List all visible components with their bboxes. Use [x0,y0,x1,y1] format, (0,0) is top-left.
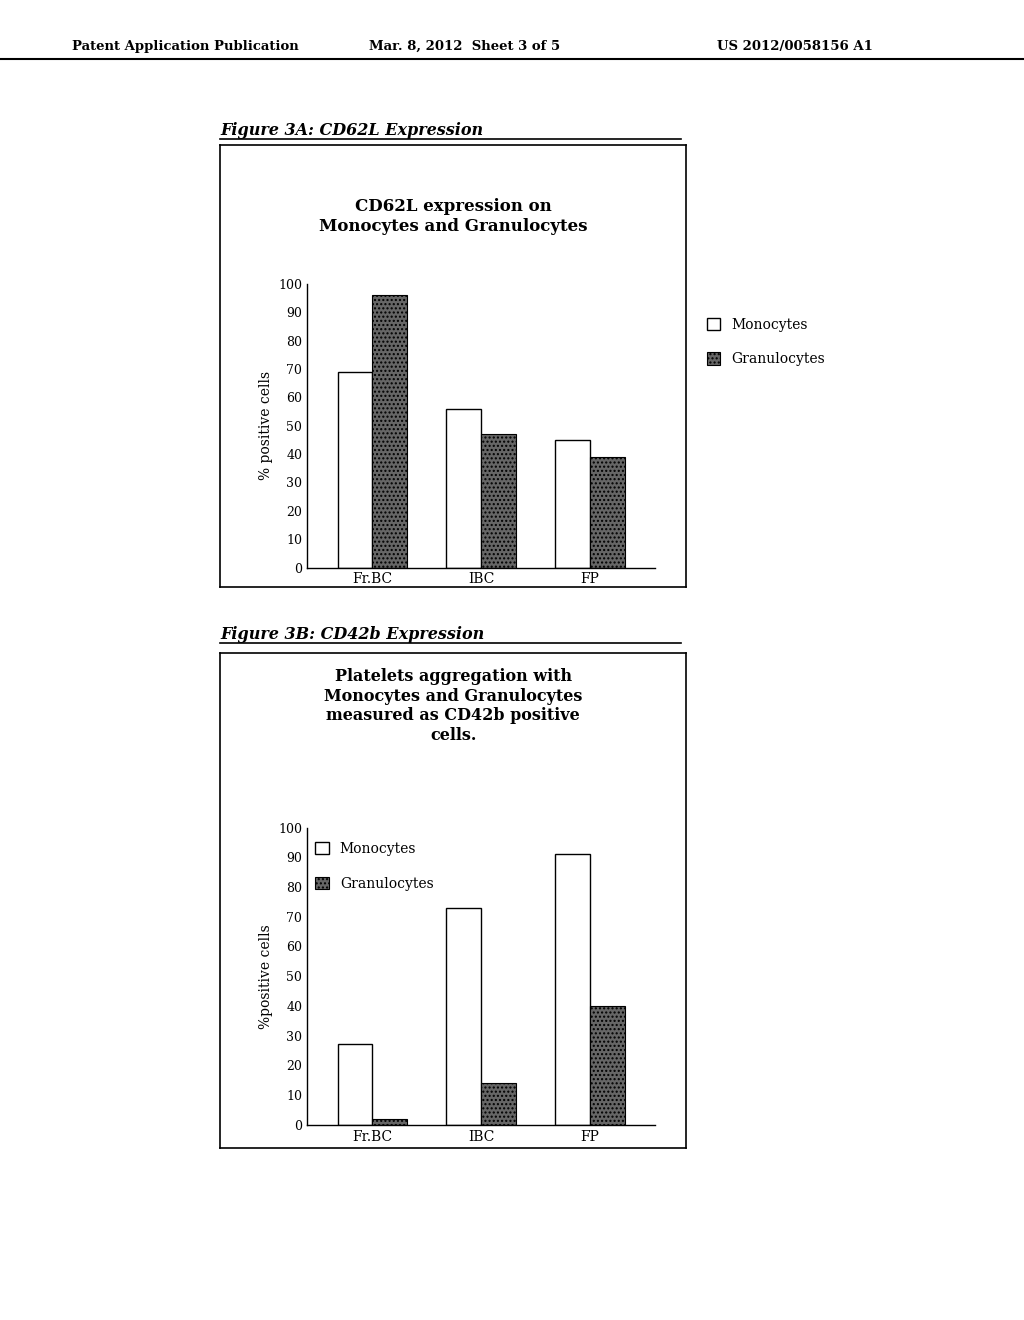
Bar [373,1119,408,1125]
Legend: Monocytes, Granulocytes: Monocytes, Granulocytes [702,313,829,371]
Text: Patent Application Publication: Patent Application Publication [72,40,298,53]
Bar [446,908,481,1125]
Text: US 2012/0058156 A1: US 2012/0058156 A1 [717,40,872,53]
Bar [555,854,590,1125]
Legend: Monocytes, Granulocytes: Monocytes, Granulocytes [310,838,437,895]
Text: Figure 3A: CD62L Expression: Figure 3A: CD62L Expression [220,121,483,139]
Bar [373,296,408,568]
Text: CD62L expression on
Monocytes and Granulocytes: CD62L expression on Monocytes and Granul… [318,198,588,235]
Y-axis label: % positive cells: % positive cells [259,371,272,480]
Text: Figure 3B: CD42b Expression: Figure 3B: CD42b Expression [220,626,484,643]
Bar [590,1006,625,1125]
Bar [481,434,516,568]
Bar [338,372,373,568]
Bar [590,457,625,568]
Text: Platelets aggregation with
Monocytes and Granulocytes
measured as CD42b positive: Platelets aggregation with Monocytes and… [324,668,583,744]
Bar [481,1082,516,1125]
Bar [446,409,481,568]
Bar [555,440,590,568]
Text: Mar. 8, 2012  Sheet 3 of 5: Mar. 8, 2012 Sheet 3 of 5 [369,40,560,53]
Bar [338,1044,373,1125]
Y-axis label: %positive cells: %positive cells [259,924,272,1028]
